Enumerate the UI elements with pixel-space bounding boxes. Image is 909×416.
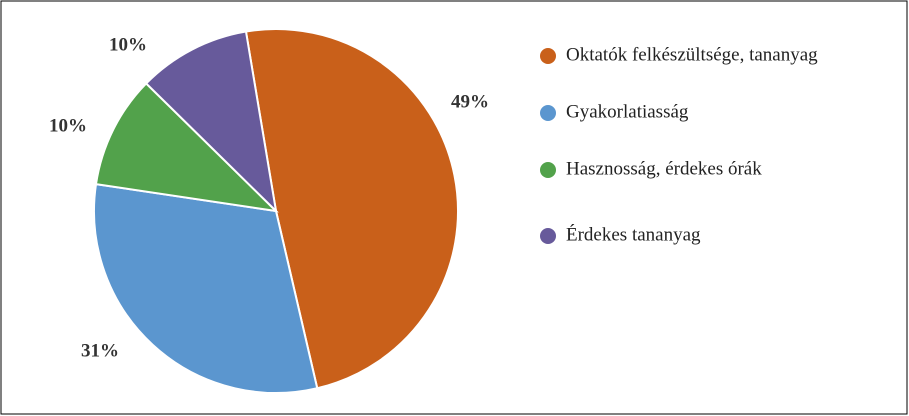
- data-label: 10%: [49, 115, 87, 136]
- legend-label: Hasznosság, érdekes órák: [566, 158, 762, 179]
- pie-slice: [244, 28, 459, 390]
- legend-label: Érdekes tananyag: [566, 223, 701, 245]
- legend-marker: [540, 48, 556, 64]
- pie-slice: [144, 30, 278, 214]
- pie-slice: [94, 82, 279, 213]
- legend-marker: [540, 228, 556, 244]
- data-label: 49%: [451, 91, 489, 112]
- legend-label: Gyakorlatiasság: [566, 101, 689, 122]
- data-label: 31%: [81, 340, 119, 361]
- data-label: 10%: [109, 34, 147, 55]
- legend-marker: [540, 162, 556, 178]
- pie-slice: [93, 182, 319, 394]
- legend-marker: [540, 105, 556, 121]
- legend-label: Oktatók felkészültsége, tananyag: [566, 44, 818, 65]
